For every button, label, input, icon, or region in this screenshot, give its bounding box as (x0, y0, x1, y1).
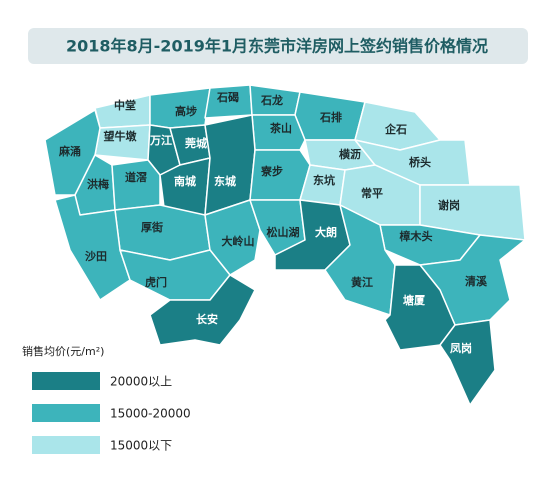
region-label: 横沥 (339, 147, 361, 161)
region-label: 东城 (214, 174, 236, 188)
legend-swatch (32, 404, 100, 422)
region-label: 大朗 (315, 225, 337, 239)
legend-title: 销售均价(元/m²) (22, 344, 104, 358)
region-label: 望牛墩 (104, 129, 138, 143)
region-label: 清溪 (465, 274, 488, 288)
region-label: 茶山 (269, 121, 292, 135)
region-label: 长安 (196, 312, 218, 326)
region-label: 桥头 (409, 155, 431, 169)
region-label: 中堂 (114, 98, 136, 112)
region-label: 樟木头 (399, 229, 433, 243)
legend-swatch (32, 436, 100, 454)
legend-swatch (32, 372, 100, 390)
region-label: 石龙 (260, 93, 283, 107)
region-label: 松山湖 (267, 225, 300, 239)
map-title: 2018年8月-2019年1月东莞市洋房网上签约销售价格情况 (66, 37, 488, 56)
region-label: 常平 (361, 186, 383, 200)
region (204, 114, 256, 216)
region-label: 万江 (149, 133, 172, 147)
legend-label: 15000-20000 (110, 407, 191, 421)
region-label: 塘厦 (403, 293, 426, 307)
legend-label: 15000以下 (110, 439, 172, 453)
region-label: 东坑 (313, 173, 335, 187)
region-label: 高埗 (175, 104, 197, 118)
region (149, 274, 256, 346)
region-label: 凤岗 (450, 341, 472, 355)
legend: 20000以上 15000-20000 15000以下 (32, 372, 191, 454)
region-label: 洪梅 (87, 177, 109, 191)
region-label: 厚街 (141, 220, 163, 234)
region-label: 企石 (384, 122, 407, 136)
region (439, 319, 496, 406)
region-label: 莞城 (184, 136, 207, 150)
region-label: 道滘 (125, 170, 147, 184)
region-label: 黄江 (351, 275, 373, 289)
title-bar (28, 28, 528, 64)
region (54, 194, 131, 301)
region-label: 大岭山 (222, 234, 255, 248)
region-label: 沙田 (85, 250, 107, 263)
region-label: 石碣 (216, 91, 239, 104)
region-label: 石排 (319, 110, 342, 124)
legend-label: 20000以上 (110, 375, 172, 389)
region-label: 南城 (174, 174, 196, 188)
region-label: 寮步 (260, 164, 283, 178)
region (111, 159, 161, 211)
region-label: 谢岗 (438, 198, 460, 212)
region-label: 麻涌 (58, 144, 81, 158)
region-label: 虎门 (145, 275, 167, 289)
